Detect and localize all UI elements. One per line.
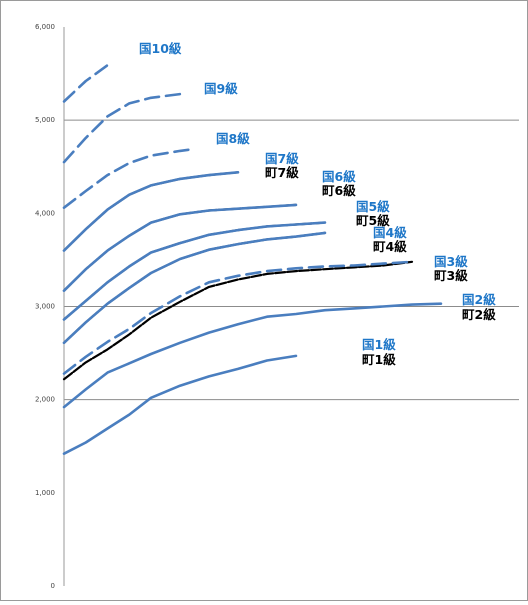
series-line-国6級	[62, 203, 298, 292]
series-label: 国8級	[216, 131, 250, 146]
series-line-町4級	[62, 231, 327, 344]
series-label: 町2級	[462, 307, 496, 322]
series-label: 国10級	[139, 41, 182, 56]
series-line-国1級	[62, 354, 298, 455]
series-label: 町6級	[322, 183, 356, 198]
series-label: 町3級	[434, 268, 468, 283]
series-line-国2級	[62, 302, 443, 409]
series-label: 国1級	[362, 337, 396, 352]
series-label: 国7級	[265, 151, 299, 166]
gridlines	[64, 119, 519, 401]
series-line-国4級	[62, 231, 327, 345]
plot-lines	[62, 63, 443, 455]
y-tick-label: 0	[51, 582, 55, 590]
y-tick-label: 5,000	[35, 116, 55, 124]
y-tick-label: 1,000	[35, 489, 55, 497]
series-line-国9級	[62, 92, 182, 164]
series-label: 国5級	[356, 199, 390, 214]
series-line-国5級	[62, 221, 327, 321]
series-line-国8級	[62, 147, 196, 209]
series-label: 町1級	[362, 352, 396, 367]
series-line-国7級	[62, 171, 240, 252]
series-line-町3級	[62, 260, 414, 381]
series-label: 町5級	[356, 213, 390, 228]
series-label: 国4級	[373, 225, 407, 240]
y-tick-label: 3,000	[35, 303, 55, 311]
series-label: 国6級	[322, 169, 356, 184]
y-tick-label: 6,000	[35, 23, 55, 31]
series-label: 国9級	[204, 81, 238, 96]
y-axis: 0 1,000 2,000 3,000 4,000 5,000 6,000	[35, 23, 55, 590]
y-tick-label: 2,000	[35, 396, 55, 404]
y-tick-label: 4,000	[35, 209, 55, 217]
series-label: 町7級	[265, 165, 299, 180]
series-label: 町4級	[373, 239, 407, 254]
series-label: 国2級	[462, 292, 496, 307]
series-line-国10級	[62, 63, 109, 103]
series-label: 国3級	[434, 254, 468, 269]
